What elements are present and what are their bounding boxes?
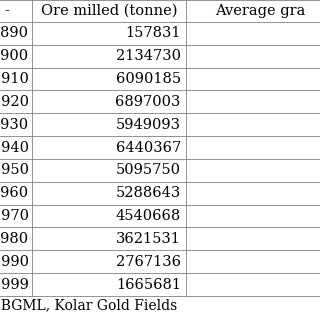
Text: 1665681: 1665681	[116, 277, 181, 292]
Text: 6440367: 6440367	[116, 140, 181, 155]
Text: 5949093: 5949093	[116, 118, 181, 132]
Text: 5095750: 5095750	[116, 164, 181, 177]
Text: 1980: 1980	[0, 232, 29, 246]
Text: 6090185: 6090185	[116, 72, 181, 86]
Text: 2134730: 2134730	[116, 49, 181, 63]
Text: 1990: 1990	[0, 255, 29, 269]
Text: 5288643: 5288643	[116, 186, 181, 200]
Text: 1950: 1950	[0, 164, 29, 177]
Text: 1900: 1900	[0, 49, 29, 63]
Text: 1920: 1920	[0, 95, 29, 109]
Text: 6897003: 6897003	[116, 95, 181, 109]
Text: Average gra: Average gra	[215, 4, 305, 18]
Text: 1999: 1999	[0, 277, 29, 292]
Text: 1960: 1960	[0, 186, 29, 200]
Text: -: -	[5, 4, 10, 18]
Text: 1910: 1910	[0, 72, 29, 86]
Text: 157831: 157831	[125, 26, 181, 40]
Text: -1890: -1890	[0, 26, 29, 40]
Text: 4540668: 4540668	[116, 209, 181, 223]
Text: 2767136: 2767136	[116, 255, 181, 269]
Text: 3621531: 3621531	[116, 232, 181, 246]
Text: 1970: 1970	[0, 209, 29, 223]
Text: y: BGML, Kolar Gold Fields: y: BGML, Kolar Gold Fields	[0, 299, 177, 313]
Text: 1940: 1940	[0, 140, 29, 155]
Text: Ore milled (tonne): Ore milled (tonne)	[41, 4, 177, 18]
Text: 1930: 1930	[0, 118, 29, 132]
